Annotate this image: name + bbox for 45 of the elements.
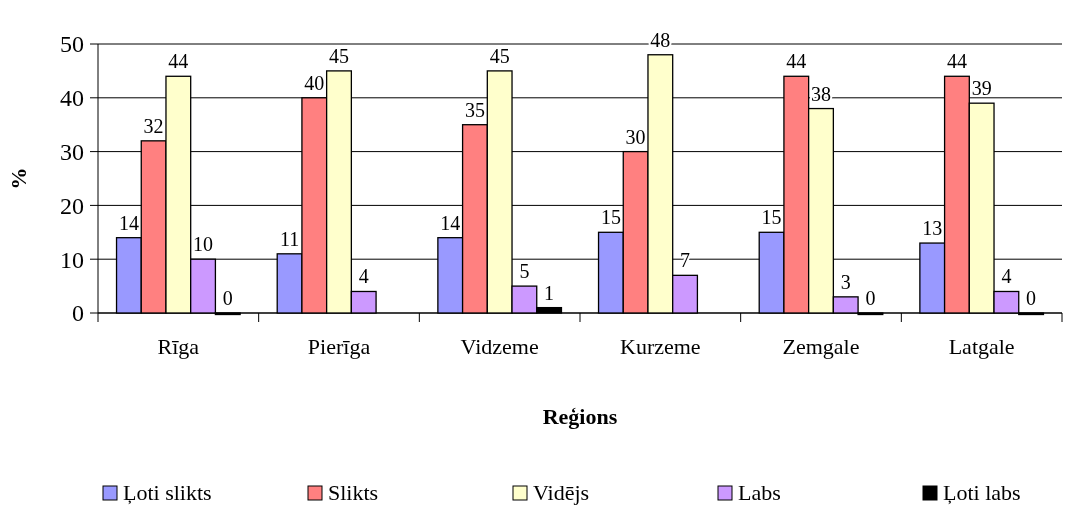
data-label: 14 xyxy=(118,211,139,234)
data-label: 5 xyxy=(519,260,530,283)
data-label: 35 xyxy=(464,98,485,121)
data-label: 40 xyxy=(304,71,325,94)
data-label: 39 xyxy=(971,77,992,100)
data-label: 32 xyxy=(143,114,164,137)
data-label: 15 xyxy=(761,206,782,229)
y-tick-label: 50 xyxy=(60,31,84,58)
data-label: 45 xyxy=(489,44,510,67)
legend-label: Ļoti slikts xyxy=(123,480,212,505)
x-tick-label: Rīga xyxy=(157,334,200,359)
data-label: 48 xyxy=(650,28,671,51)
data-label: 0 xyxy=(1026,287,1037,309)
data-label: 4 xyxy=(1001,265,1012,288)
data-label: 44 xyxy=(946,50,967,73)
x-tick-label: Latgale xyxy=(948,334,1015,359)
legend-label: Vidējs xyxy=(533,480,590,505)
x-tick-label: Kurzeme xyxy=(620,334,701,359)
data-label: 15 xyxy=(600,206,621,229)
y-tick-label: 30 xyxy=(60,139,84,165)
y-axis-title: % xyxy=(6,167,31,190)
legend-label: Slikts xyxy=(328,480,379,505)
y-tick-label: 20 xyxy=(60,192,84,219)
x-tick-label: Vidzeme xyxy=(460,334,539,359)
legend-label: Labs xyxy=(738,480,781,505)
x-tick-label: Zemgale xyxy=(782,334,860,359)
data-label: 0 xyxy=(222,287,233,309)
data-label: 44 xyxy=(786,50,807,73)
data-label: 44 xyxy=(168,50,189,73)
y-tick-label: 10 xyxy=(60,246,84,273)
data-label: 10 xyxy=(193,233,214,256)
data-label: 4 xyxy=(358,265,369,288)
data-label: 45 xyxy=(329,44,349,67)
data-label: 11 xyxy=(279,227,300,250)
legend-label: Ļoti labs xyxy=(943,480,1021,505)
data-label: 14 xyxy=(440,211,461,234)
data-label: 1 xyxy=(544,281,555,304)
y-tick-label: 40 xyxy=(60,85,84,112)
data-label: 13 xyxy=(922,217,943,240)
x-axis-title: Reģions xyxy=(542,404,618,429)
data-label: 30 xyxy=(625,125,646,148)
data-label: 0 xyxy=(865,287,876,309)
x-tick-label: Pierīga xyxy=(307,334,371,359)
y-tick-label: 0 xyxy=(72,300,84,327)
data-label: 3 xyxy=(840,270,851,293)
